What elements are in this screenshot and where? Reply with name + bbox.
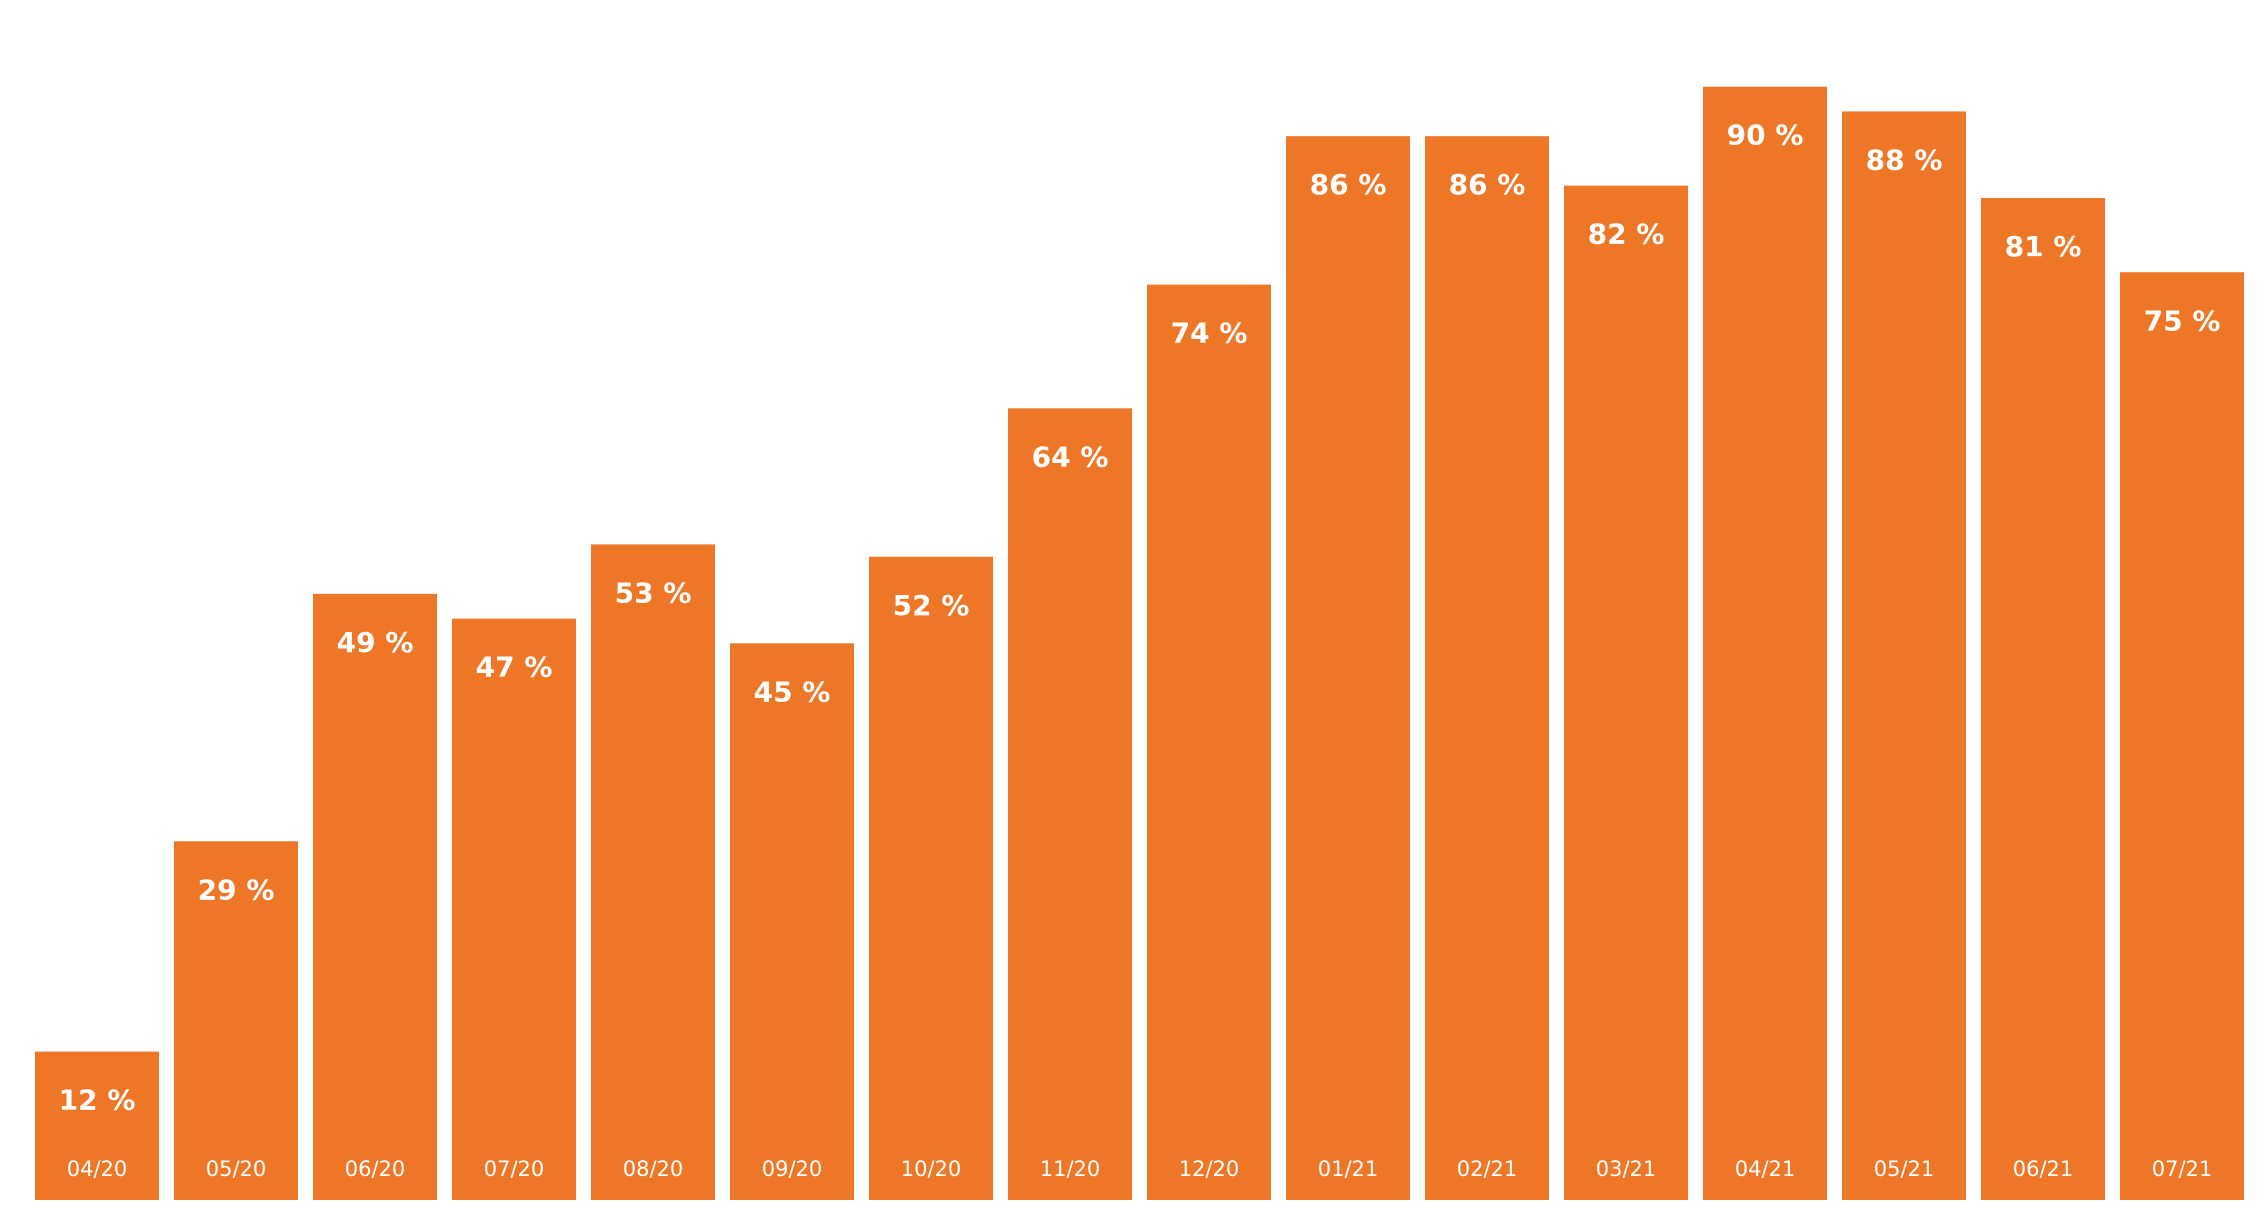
category-label: 07/20 (484, 1157, 545, 1181)
category-label: 01/21 (1318, 1157, 1379, 1181)
category-label: 09/20 (762, 1157, 823, 1181)
bar (1286, 136, 1410, 1201)
bar (2120, 272, 2244, 1200)
category-label: 11/20 (1040, 1157, 1101, 1181)
bar (591, 544, 715, 1200)
bar (313, 593, 437, 1200)
bar (869, 556, 993, 1200)
bar (1981, 198, 2105, 1200)
category-label: 04/20 (67, 1157, 128, 1181)
category-label: 02/21 (1457, 1157, 1518, 1181)
bar (730, 643, 854, 1200)
value-label: 88 % (1866, 143, 1943, 176)
value-label: 82 % (1588, 218, 1665, 251)
value-label: 75 % (2144, 304, 2221, 337)
value-label: 64 % (1032, 440, 1109, 473)
value-label: 81 % (2005, 230, 2082, 263)
category-label: 06/21 (2013, 1157, 2074, 1181)
category-label: 05/21 (1874, 1157, 1935, 1181)
bar (1425, 136, 1549, 1201)
category-label: 04/21 (1735, 1157, 1796, 1181)
value-label: 29 % (198, 873, 275, 906)
value-label: 12 % (59, 1084, 136, 1117)
bar (1147, 284, 1271, 1200)
category-label: 06/20 (345, 1157, 406, 1181)
value-label: 74 % (1171, 317, 1248, 350)
bar (1008, 408, 1132, 1200)
category-label: 08/20 (623, 1157, 684, 1181)
category-label: 12/20 (1179, 1157, 1240, 1181)
value-label: 52 % (893, 589, 970, 622)
category-label: 03/21 (1596, 1157, 1657, 1181)
value-label: 53 % (615, 576, 692, 609)
bar (1703, 86, 1827, 1201)
bar (1842, 111, 1966, 1201)
bar (174, 841, 298, 1200)
bar (1564, 185, 1688, 1200)
value-label: 45 % (754, 675, 831, 708)
value-label: 86 % (1449, 168, 1526, 201)
bar (452, 618, 576, 1200)
category-label: 05/20 (206, 1157, 267, 1181)
category-label: 10/20 (901, 1157, 962, 1181)
value-label: 47 % (476, 651, 553, 684)
value-label: 86 % (1310, 168, 1387, 201)
value-label: 49 % (337, 626, 414, 659)
category-label: 07/21 (2152, 1157, 2213, 1181)
value-label: 90 % (1727, 119, 1804, 152)
bar (35, 1051, 159, 1200)
